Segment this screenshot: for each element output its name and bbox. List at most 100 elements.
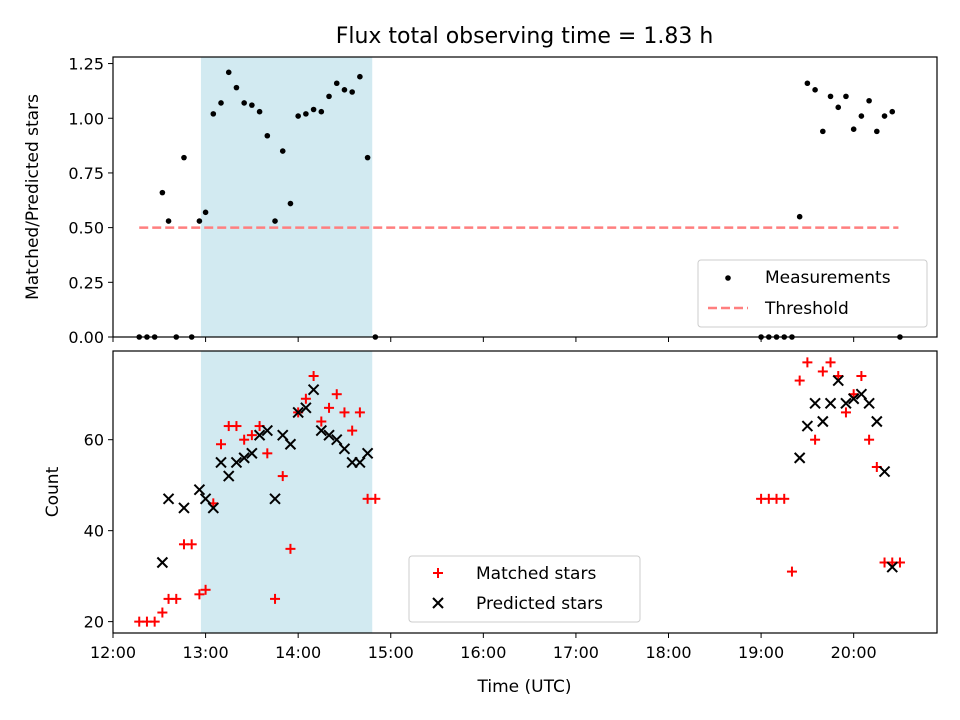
plot-frame xyxy=(112,56,938,338)
y-tick-label: 0.50 xyxy=(68,219,104,238)
predicted-star-point xyxy=(323,429,335,441)
predicted-star-point xyxy=(223,470,235,482)
measurement-point xyxy=(173,334,180,340)
y-axis-label: Count xyxy=(43,466,63,517)
measurement-point xyxy=(310,106,317,113)
x-tick-label: 17:00 xyxy=(553,643,599,662)
measurement-point xyxy=(827,93,834,100)
measurement-point xyxy=(303,111,309,117)
measurement-point xyxy=(151,334,158,340)
measurement-point xyxy=(210,111,217,117)
measurement-point xyxy=(874,128,880,135)
predicted-star-point xyxy=(178,502,190,514)
ratio-legend-box xyxy=(697,259,928,328)
matched-star-point xyxy=(324,402,335,413)
matched-star-point xyxy=(347,425,358,436)
predicted-star-point xyxy=(292,406,304,419)
legend-measurements-label: Measurements xyxy=(765,268,891,288)
observing-span-shade xyxy=(200,57,373,337)
count-panel: 20 40 60 Count 12:00 13:00 14:00 15:00 16:00 17:0… xyxy=(43,350,938,662)
matched-star-point xyxy=(817,366,828,377)
predicted-star-point xyxy=(261,424,274,437)
legend-matched-label: Matched stars xyxy=(476,564,596,584)
measurement-point xyxy=(812,87,818,93)
predicted-star-point xyxy=(284,438,297,450)
measurement-point xyxy=(773,334,780,340)
legend-threshold-label: Threshold xyxy=(764,299,849,319)
predicted-star-point xyxy=(246,447,258,460)
x-axis-label: Time (UTC) xyxy=(477,677,572,697)
matched-star-point xyxy=(200,584,211,595)
count-legend: Matched stars Predicted stars xyxy=(408,555,641,623)
predicted-star-point xyxy=(832,374,844,387)
measurement-point xyxy=(858,113,865,119)
matched-star-point xyxy=(331,389,342,400)
matched-star-point xyxy=(171,593,182,604)
measurement-point xyxy=(889,108,896,115)
y-tick-label: 0.75 xyxy=(68,164,104,183)
x-tick-label: 16:00 xyxy=(460,643,506,662)
measurement-point xyxy=(165,218,172,224)
y-tick-label: 1.00 xyxy=(68,109,104,128)
predicted-star-point xyxy=(817,415,829,428)
measurement-point xyxy=(233,84,240,91)
predicted-star-point xyxy=(855,388,868,400)
matched-star-point xyxy=(300,393,311,404)
matched-star-point xyxy=(239,434,250,445)
x-tick-label: 19:00 xyxy=(738,643,784,662)
matched-star-point xyxy=(825,357,836,368)
y-tick-label: 20 xyxy=(84,613,104,632)
matched-star-point xyxy=(840,407,851,418)
measurement-point xyxy=(333,80,340,87)
measurement-point xyxy=(796,213,803,220)
predicted-star-point xyxy=(193,484,206,496)
predicted-star-point xyxy=(156,556,169,569)
count-legend-box xyxy=(408,555,641,623)
matched-star-point xyxy=(779,493,790,504)
x-tick-label: 12:00 xyxy=(90,643,136,662)
matched-star-point xyxy=(786,566,797,577)
matched-star-point xyxy=(339,407,350,418)
measurement-point xyxy=(144,334,150,340)
measurement-point xyxy=(881,113,888,119)
predicted-star-point xyxy=(207,502,220,514)
measurement-point xyxy=(181,154,187,161)
legend-predicted-marker xyxy=(432,597,444,609)
measurement-point xyxy=(357,73,363,80)
measurement-point xyxy=(249,102,255,108)
predicted-star-point xyxy=(793,452,806,464)
measurement-point xyxy=(318,108,325,115)
measurement-point xyxy=(866,97,872,104)
measurement-point xyxy=(766,334,772,340)
measurement-point xyxy=(287,200,294,207)
predicted-star-point xyxy=(801,420,814,432)
matched-star-point xyxy=(810,434,821,445)
predicted-star-point xyxy=(847,393,860,405)
plot-frame xyxy=(112,350,938,634)
ratio-legend: Measurements Threshold xyxy=(697,259,928,328)
matched-star-point xyxy=(149,616,160,627)
measurement-point xyxy=(272,218,278,224)
legend-measurements-marker xyxy=(725,275,731,281)
predicted-star-point xyxy=(338,443,351,455)
measurement-point xyxy=(256,108,263,115)
measurement-point xyxy=(196,218,203,224)
measurement-point xyxy=(372,334,379,340)
measurement-point xyxy=(264,132,271,139)
predicted-star-point xyxy=(277,429,289,441)
matched-star-point xyxy=(802,357,813,368)
predicted-star-point xyxy=(361,447,374,460)
measurement-point xyxy=(820,128,826,135)
measurement-point xyxy=(897,334,903,340)
matched-star-point xyxy=(157,607,168,618)
measurement-point xyxy=(202,209,209,216)
predicted-star-point xyxy=(238,452,250,464)
measurement-point xyxy=(136,334,143,340)
matched-star-point xyxy=(216,439,227,450)
predicted-star-point xyxy=(253,429,266,441)
predicted-star-point xyxy=(162,493,175,505)
matched-star-point xyxy=(370,493,381,504)
matched-star-point xyxy=(186,539,197,550)
measurement-point xyxy=(241,100,247,106)
legend-matched-marker xyxy=(433,568,443,578)
